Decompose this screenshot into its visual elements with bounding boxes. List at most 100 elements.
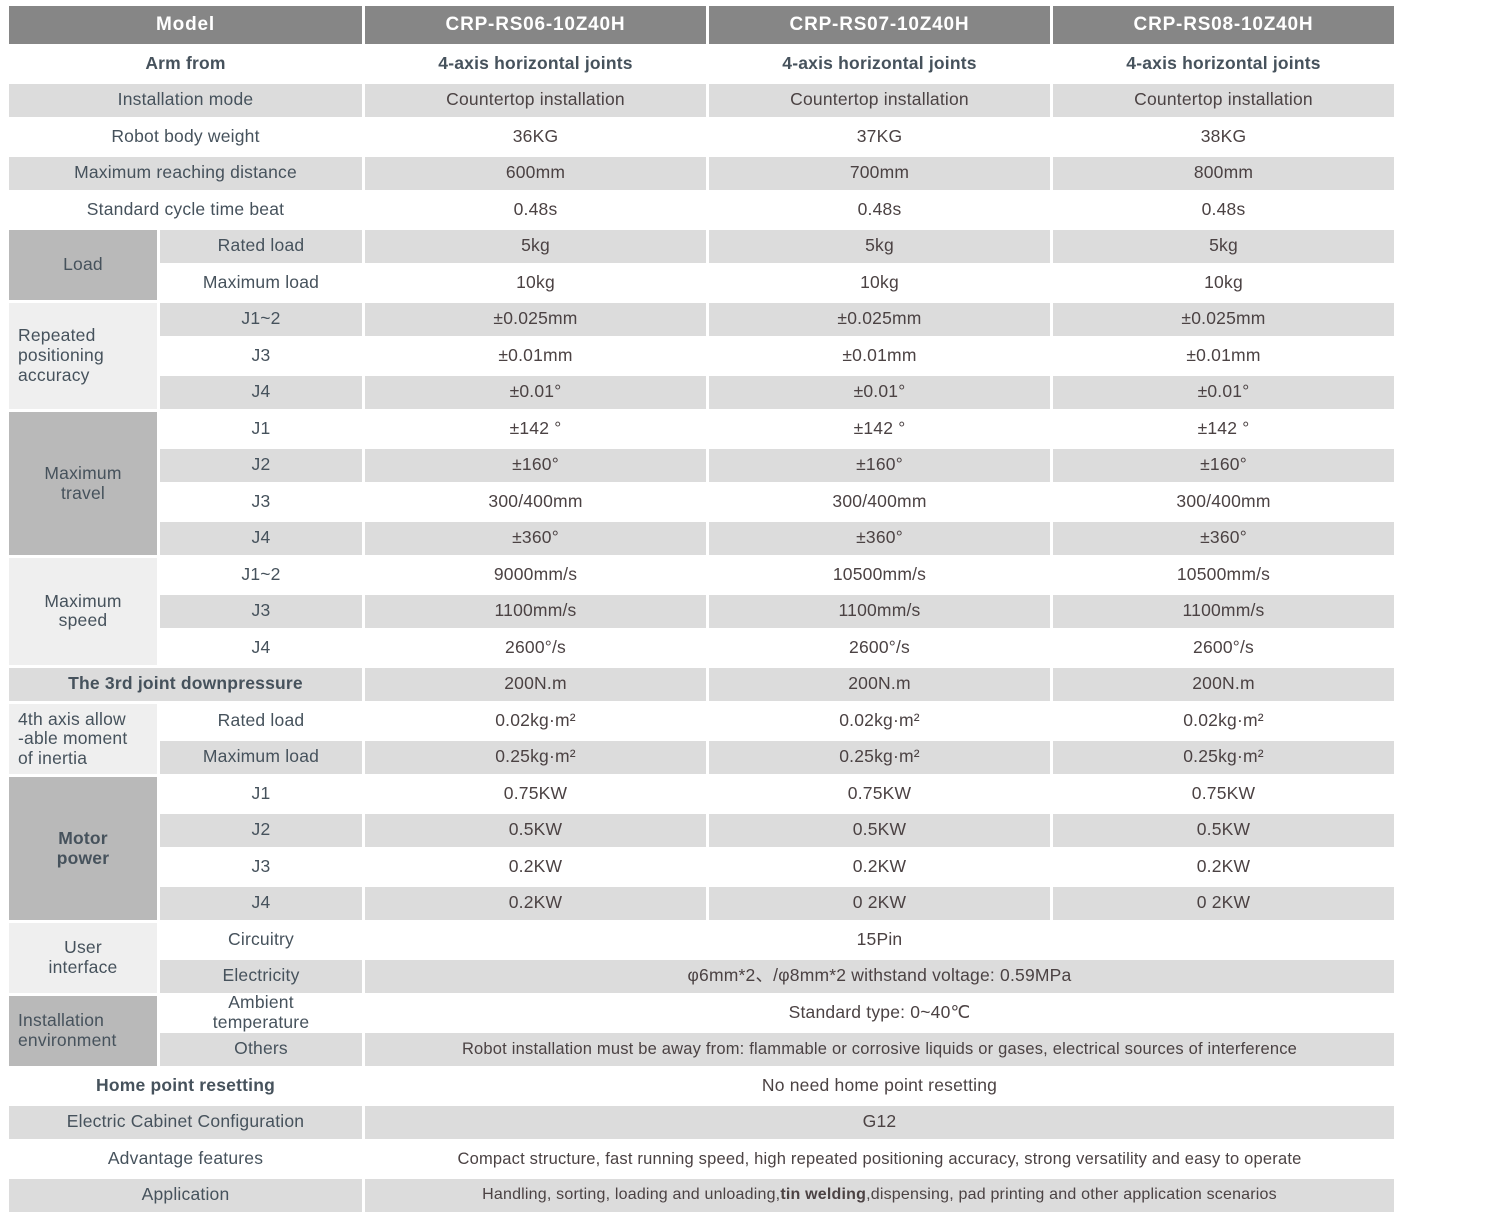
- value-cell: 2600°/s: [1193, 636, 1254, 657]
- application-text-pre: Handling, sorting, loading and unloading…: [482, 1186, 781, 1204]
- value-cell: 10kg: [860, 271, 899, 292]
- sub-label: J4: [160, 375, 362, 409]
- value-cell: 200N.m: [709, 667, 1050, 701]
- value-cell: 0.25kg·m²: [709, 740, 1050, 774]
- application-text-bold: tin welding: [780, 1186, 867, 1204]
- row-label: Maximum reaching distance: [9, 156, 362, 190]
- value-cell: ±360°: [1053, 521, 1394, 555]
- sub-label: J1: [251, 782, 271, 803]
- value-cell: 0.25kg·m²: [1053, 740, 1394, 774]
- value-cell: 36KG: [512, 125, 559, 146]
- sub-label: J4: [160, 521, 362, 555]
- value-cell: 2600°/s: [849, 636, 910, 657]
- value-cell: 37KG: [856, 125, 903, 146]
- value-cell: 0.2KW: [852, 855, 907, 876]
- value-cell: ±360°: [709, 521, 1050, 555]
- row-label: Arm from: [145, 52, 226, 73]
- value-cell: 2600°/s: [505, 636, 566, 657]
- value-cell: 4-axis horizontal joints: [782, 52, 977, 73]
- value-cell: ±0.01mm: [1186, 344, 1261, 365]
- value-cell: 0.48s: [513, 198, 558, 219]
- sub-label: Electricity: [160, 959, 362, 993]
- value-cell: 200N.m: [365, 667, 706, 701]
- value-cell: Countertop installation: [1053, 83, 1394, 117]
- value-cell: 10kg: [516, 271, 555, 292]
- sub-label: J4: [160, 886, 362, 920]
- row-label: Home point resetting: [95, 1074, 275, 1095]
- sub-label: Rated load: [160, 229, 362, 263]
- value-cell: 0 2KW: [709, 886, 1050, 920]
- value-cell: 0.48s: [857, 198, 902, 219]
- category-label: Load: [9, 229, 157, 300]
- value-cell: 0 2KW: [1053, 886, 1394, 920]
- sub-label: J3: [160, 594, 362, 628]
- value-cell: 600mm: [365, 156, 706, 190]
- span-value-cell: Robot installation must be away from: fl…: [365, 1032, 1394, 1066]
- value-cell: 0.48s: [1201, 198, 1246, 219]
- value-cell: ±142 °: [853, 417, 906, 438]
- span-value-cell: G12: [365, 1105, 1394, 1139]
- value-cell: 38KG: [1200, 125, 1247, 146]
- category-label: Installation environment: [9, 996, 157, 1066]
- value-cell: 0.75KW: [1191, 782, 1256, 803]
- model-column-header: CRP-RS07-10Z40H: [709, 6, 1050, 44]
- value-cell: ±160°: [365, 448, 706, 482]
- value-cell: ±0.01mm: [498, 344, 573, 365]
- value-cell: 0.5KW: [365, 813, 706, 847]
- value-cell: 700mm: [709, 156, 1050, 190]
- value-cell: 10500mm/s: [1176, 563, 1271, 584]
- row-label: Application: [9, 1178, 362, 1212]
- value-cell: ±160°: [1053, 448, 1394, 482]
- span-value-cell: 15Pin: [856, 928, 903, 949]
- category-label: Repeated positioning accuracy: [9, 302, 157, 409]
- value-cell: 800mm: [1053, 156, 1394, 190]
- value-cell: 1100mm/s: [365, 594, 706, 628]
- row-label: Installation mode: [9, 83, 362, 117]
- value-cell: ±0.025mm: [709, 302, 1050, 336]
- value-cell: 10500mm/s: [832, 563, 927, 584]
- span-value-cell: Compact structure, fast running speed, h…: [457, 1149, 1302, 1168]
- span-value-cell: Standard type: 0~40℃: [788, 1001, 971, 1022]
- value-cell: 4-axis horizontal joints: [1126, 52, 1321, 73]
- sub-label: J3: [251, 490, 271, 511]
- sub-label: J2: [160, 448, 362, 482]
- value-cell: 0.02kg·m²: [1183, 709, 1264, 730]
- value-cell: 5kg: [365, 229, 706, 263]
- value-cell: 0.25kg·m²: [365, 740, 706, 774]
- span-value-cell: No need home point resetting: [761, 1074, 998, 1095]
- value-cell: 4-axis horizontal joints: [438, 52, 633, 73]
- value-cell: ±0.025mm: [365, 302, 706, 336]
- sub-label: J4: [251, 636, 271, 657]
- row-label: Standard cycle time beat: [86, 198, 285, 219]
- value-cell: 0.02kg·m²: [839, 709, 920, 730]
- sub-label: J3: [251, 344, 271, 365]
- value-cell: 1100mm/s: [709, 594, 1050, 628]
- value-cell: ±160°: [709, 448, 1050, 482]
- category-label: Maximum travel: [9, 412, 157, 555]
- value-cell: 0.2KW: [1196, 855, 1251, 876]
- value-cell: ±0.025mm: [1053, 302, 1394, 336]
- value-cell: ±0.01mm: [842, 344, 917, 365]
- sub-label: J1~2: [241, 563, 281, 584]
- value-cell: 5kg: [1053, 229, 1394, 263]
- sub-label: J3: [251, 855, 271, 876]
- span-value-cell: Handling, sorting, loading and unloading…: [365, 1178, 1394, 1212]
- value-cell: 200N.m: [1053, 667, 1394, 701]
- value-cell: ±0.01°: [1053, 375, 1394, 409]
- sub-label: J2: [160, 813, 362, 847]
- robot-spec-table: Model CRP-RS06-10Z40H CRP-RS07-10Z40H CR…: [9, 6, 1394, 1212]
- value-cell: 0.5KW: [1053, 813, 1394, 847]
- value-cell: 0.2KW: [508, 855, 563, 876]
- model-header-label: Model: [9, 6, 362, 44]
- value-cell: ±142 °: [1197, 417, 1250, 438]
- sub-label: J1: [251, 417, 271, 438]
- sub-label: Maximum load: [202, 271, 320, 292]
- sub-label: Maximum load: [160, 740, 362, 774]
- value-cell: 0.75KW: [847, 782, 912, 803]
- row-label: Electric Cabinet Configuration: [9, 1105, 362, 1139]
- sub-label: Ambient temperature: [212, 992, 310, 1032]
- value-cell: 0.02kg·m²: [495, 709, 576, 730]
- row-label: Robot body weight: [111, 125, 260, 146]
- value-cell: 300/400mm: [488, 490, 583, 511]
- value-cell: 0.75KW: [503, 782, 568, 803]
